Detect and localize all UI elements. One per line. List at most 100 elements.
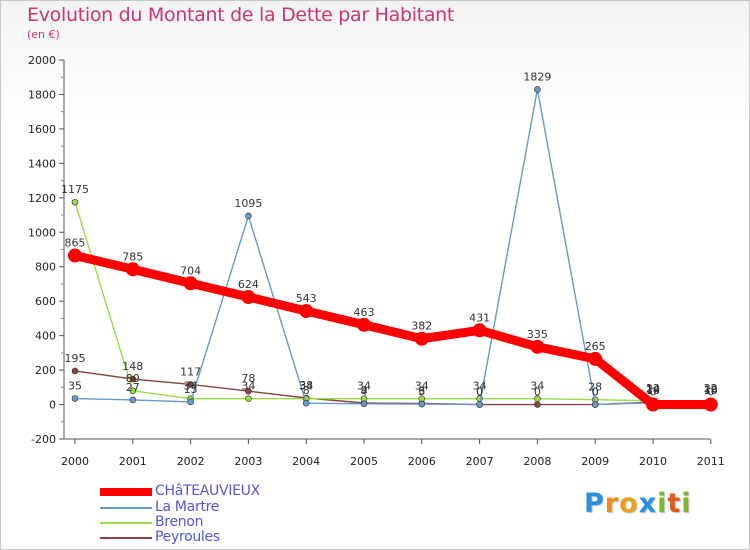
data-point-la-martre (418, 400, 426, 408)
data-label-chateauvieux: 463 (354, 306, 375, 319)
y-tick-label: 400 (35, 330, 56, 343)
data-point-chateauvieux (530, 339, 545, 354)
data-point-la-martre (71, 395, 79, 402)
data-label-brenon: 34 (473, 380, 487, 393)
data-point-chateauvieux (588, 351, 603, 366)
data-label-peyroules: 14 (646, 383, 660, 396)
series-line-la-martre (74, 88, 712, 406)
legend-label-peyroules: Peyroules (155, 529, 220, 545)
data-point-la-martre (129, 396, 137, 404)
data-label-la-martre: 27 (126, 381, 140, 394)
data-point-brenon (129, 387, 137, 395)
data-label-chateauvieux: 335 (527, 328, 548, 341)
data-point-brenon (534, 395, 541, 402)
data-point-la-martre (187, 398, 194, 406)
data-label-la-martre: 15 (184, 383, 198, 396)
x-tick-label: 2007 (466, 455, 494, 468)
x-tick-label: 2005 (350, 455, 378, 468)
data-label-la-martre: 10 (704, 384, 718, 397)
data-label-chateauvieux: 865 (65, 237, 86, 250)
data-point-chateauvieux (299, 304, 314, 319)
data-point-chateauvieux (68, 248, 82, 263)
data-point-la-martre (591, 401, 599, 408)
chart-subtitle: (en €) (27, 28, 60, 41)
legend-swatch-peyroules (100, 537, 152, 539)
legend-item-chateauvieux[interactable]: CHâTEAUVIEUX (100, 483, 300, 499)
data-point-chateauvieux (183, 276, 198, 291)
data-label-chateauvieux: 624 (238, 278, 259, 291)
proxiti-logo: Proxiti (584, 488, 692, 519)
legend-item-la-martre[interactable]: La Martre (100, 499, 300, 515)
data-label-peyroules: 117 (180, 365, 201, 378)
data-label-peyroules: 6 (418, 385, 425, 398)
data-point-peyroules (534, 401, 541, 408)
data-label-chateauvieux: 0 (707, 386, 714, 399)
legend-swatch-chateauvieux (100, 488, 152, 496)
x-tick-label: 2011 (697, 455, 725, 468)
data-label-brenon: 34 (184, 380, 198, 393)
data-label-peyroules: 0 (476, 386, 483, 399)
x-tick-label: 2001 (119, 455, 147, 468)
data-point-la-martre (476, 401, 483, 408)
data-label-chateauvieux: 382 (411, 320, 432, 333)
y-tick-label: 1400 (28, 157, 56, 170)
data-label-la-martre: 35 (68, 380, 82, 393)
data-point-peyroules (245, 387, 252, 395)
data-label-peyroules: 195 (65, 352, 86, 365)
y-tick-label: 2000 (28, 54, 56, 67)
data-label-la-martre: 4 (361, 385, 368, 398)
data-point-la-martre (245, 212, 252, 220)
data-point-chateauvieux (125, 262, 140, 277)
data-label-chateauvieux: 265 (585, 340, 606, 353)
y-tick-label: 1200 (28, 192, 56, 205)
y-tick-label: -200 (31, 433, 56, 446)
data-label-brenon: 34 (299, 380, 313, 393)
data-label-peyroules: 78 (241, 372, 255, 385)
data-label-la-martre: 1095 (234, 197, 262, 210)
data-label-brenon: 28 (588, 381, 602, 394)
x-tick-label: 2010 (639, 455, 667, 468)
series-line-chateauvieux (70, 251, 716, 410)
data-point-chateauvieux (703, 397, 718, 412)
data-point-la-martre (534, 86, 541, 93)
data-label-la-martre: 1829 (523, 70, 551, 83)
data-label-brenon: 34 (415, 380, 429, 393)
data-label-la-martre: 8 (303, 384, 310, 397)
data-point-chateauvieux (472, 323, 487, 338)
y-tick-label: 600 (35, 295, 56, 308)
data-label-brenon: 34 (241, 380, 255, 393)
data-label-peyroules: 0 (534, 386, 541, 399)
x-tick-label: 2008 (523, 455, 551, 468)
y-tick-label: 200 (35, 364, 56, 377)
data-point-chateauvieux (241, 290, 256, 305)
data-label-brenon: 34 (357, 380, 371, 393)
series-line-brenon (74, 201, 712, 402)
x-tick-label: 2002 (177, 455, 205, 468)
y-tick-label: 1000 (28, 226, 56, 239)
data-point-brenon (71, 198, 79, 206)
data-label-peyroules: 9 (361, 384, 368, 397)
y-tick-label: 0 (49, 399, 56, 412)
data-label-peyroules: 13 (704, 383, 718, 396)
data-label-brenon: 34 (530, 380, 544, 393)
legend-item-peyroules[interactable]: Peyroules (100, 529, 300, 545)
legend-label-brenon: Brenon (155, 514, 204, 530)
data-label-chateauvieux: 543 (296, 292, 317, 305)
data-point-brenon (245, 395, 252, 402)
y-tick-label: 1800 (28, 88, 56, 101)
x-tick-label: 2003 (234, 455, 262, 468)
legend-swatch-brenon (100, 522, 152, 524)
legend-label-chateauvieux: CHâTEAUVIEUX (155, 483, 260, 499)
x-tick-label: 2000 (61, 455, 89, 468)
x-tick-label: 2004 (292, 455, 320, 468)
data-point-chateauvieux (357, 317, 371, 332)
legend-item-brenon[interactable]: Brenon (100, 514, 300, 530)
data-label-la-martre: 3 (418, 385, 425, 398)
data-label-brenon: 22 (646, 382, 660, 395)
data-label-brenon: 80 (126, 372, 140, 385)
data-label-peyroules: 0 (592, 386, 599, 399)
y-tick-label: 1600 (28, 123, 56, 136)
data-label-chateauvieux: 431 (469, 311, 490, 324)
